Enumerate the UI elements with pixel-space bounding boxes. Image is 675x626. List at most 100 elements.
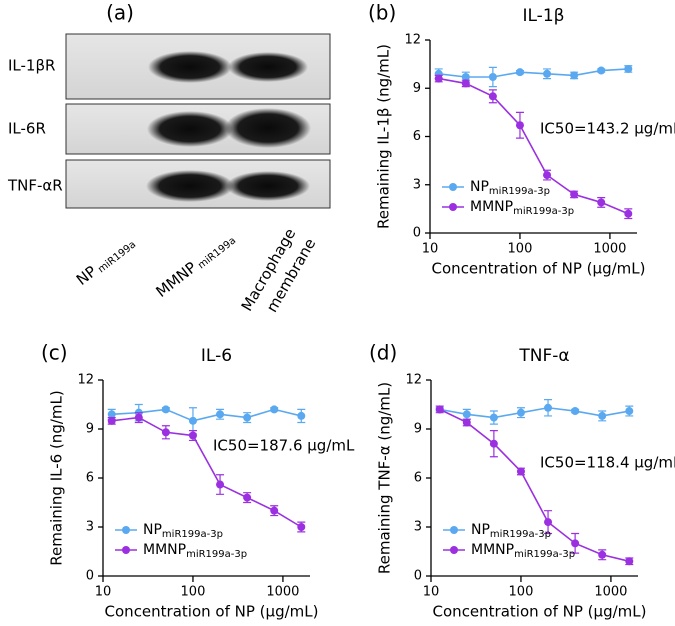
label-sub: miR199a	[196, 235, 238, 271]
annotation: IC50=187.6 μg/mL	[213, 437, 355, 455]
series-line	[111, 408, 302, 422]
legend-entry: MMNPmiR199a-3p	[470, 199, 574, 217]
data-point	[488, 92, 497, 101]
label-sub: miR199a	[96, 239, 138, 275]
data-point	[624, 64, 633, 73]
x-tick-label: 100	[508, 242, 533, 257]
legend-subscript: miR199a-3p	[162, 529, 223, 540]
x-tick-label: 100	[181, 585, 206, 600]
row-label: IL-1βR	[8, 57, 55, 75]
data-point	[488, 72, 497, 81]
x-tick-label: 10	[95, 585, 112, 600]
y-tick-label: 9	[414, 422, 422, 437]
data-point	[544, 403, 553, 412]
legend-subscript: miR199a-3p	[514, 549, 575, 560]
y-tick-label: 9	[413, 81, 421, 96]
data-point	[297, 411, 306, 420]
legend-name: MMNP	[470, 199, 513, 215]
x-tick-label: 1000	[593, 242, 626, 257]
x-axis-label: Concentration of NP (μg/mL)	[433, 603, 647, 621]
data-point	[107, 410, 116, 419]
legend-subscript: miR199a-3p	[489, 186, 550, 197]
panel-label: (c)	[41, 341, 68, 365]
data-point	[297, 523, 306, 531]
y-tick-label: 12	[404, 33, 421, 48]
data-point	[435, 405, 444, 414]
legend-name: NP	[470, 179, 489, 195]
chart: (d) TNF-α Concentration of NP (μg/mL) Remai…	[369, 341, 675, 621]
series-line	[439, 406, 630, 419]
data-point	[188, 416, 197, 425]
band	[225, 108, 311, 148]
series-line	[438, 68, 629, 78]
legend-name: NP	[471, 522, 490, 538]
data-point	[243, 493, 252, 502]
band	[226, 171, 310, 201]
data-point	[598, 550, 607, 559]
band	[228, 52, 308, 82]
data-point	[270, 506, 279, 515]
legend-entry: MMNPmiR199a-3p	[143, 542, 247, 560]
legend-marker	[449, 183, 457, 191]
legend-entry: NPmiR199a-3p	[470, 179, 550, 197]
data-point	[461, 72, 470, 81]
y-tick-label: 0	[86, 569, 94, 584]
band	[146, 170, 234, 202]
y-tick-label: 3	[86, 520, 94, 535]
label-text: NP	[73, 262, 100, 289]
blot: (a) IL-1βR IL-6R TNF-αR NPmiR199a MMNPmi…	[7, 1, 331, 315]
data-point	[489, 413, 498, 422]
x-tick-label: 10	[423, 585, 440, 600]
data-point	[188, 431, 197, 440]
y-tick-label: 12	[77, 373, 94, 388]
band	[148, 51, 232, 83]
x-tick-label: 100	[509, 585, 534, 600]
data-point	[516, 467, 525, 476]
y-axis-label: Remaining IL-1β (ng/mL)	[375, 44, 393, 229]
data-point	[543, 171, 552, 180]
legend-entry: NPmiR199a-3p	[471, 522, 551, 540]
data-point	[624, 209, 633, 218]
x-tick-label: 10	[422, 242, 439, 257]
data-point	[489, 439, 498, 448]
data-point	[543, 69, 552, 78]
column-label: MMNPmiR199a	[152, 229, 238, 302]
legend-subscript: miR199a-3p	[513, 206, 574, 217]
data-point	[570, 190, 579, 199]
data-point	[597, 198, 606, 207]
data-point	[434, 74, 443, 83]
data-point	[107, 416, 116, 425]
x-tick-label: 1000	[594, 585, 627, 600]
y-tick-label: 6	[86, 471, 94, 486]
legend-marker	[450, 526, 458, 534]
data-point	[216, 480, 225, 489]
data-point	[571, 539, 580, 548]
y-tick-label: 9	[86, 422, 94, 437]
legend-name: NP	[143, 522, 162, 538]
chart: (b) IL-1β Concentration of NP (μg/mL) Remai…	[368, 1, 675, 278]
data-point	[571, 407, 580, 416]
x-tick-label: 1000	[266, 585, 299, 600]
panel-label: (a)	[106, 1, 134, 25]
data-point	[161, 428, 170, 437]
y-tick-label: 3	[414, 520, 422, 535]
legend-marker	[122, 546, 130, 554]
band	[147, 111, 233, 147]
data-point	[462, 410, 471, 419]
label-text: MMNP	[152, 258, 199, 301]
legend-entry: NPmiR199a-3p	[143, 522, 223, 540]
y-tick-label: 6	[413, 129, 421, 144]
data-point	[216, 410, 225, 419]
x-axis-label: Concentration of NP (μg/mL)	[432, 260, 646, 278]
data-point	[515, 121, 524, 130]
data-point	[597, 66, 606, 75]
data-point	[544, 518, 553, 527]
data-point	[570, 71, 579, 80]
annotation: IC50=118.4 μg/mL	[540, 454, 675, 472]
legend-entry: MMNPmiR199a-3p	[471, 542, 575, 560]
chart-title: IL-6	[201, 346, 232, 366]
y-tick-label: 3	[413, 177, 421, 192]
data-point	[598, 411, 607, 420]
data-point	[516, 408, 525, 417]
